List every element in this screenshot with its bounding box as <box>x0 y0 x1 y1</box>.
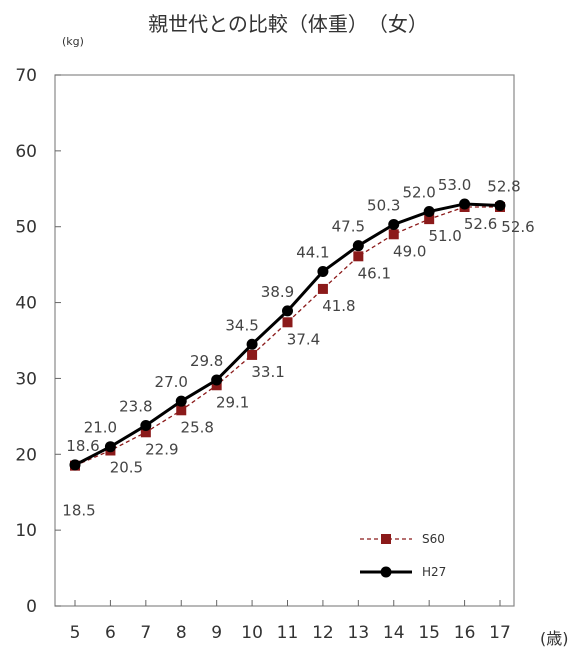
data-label-h27: 50.3 <box>367 196 400 214</box>
legend-label-s60: S60 <box>422 532 445 546</box>
data-point <box>424 214 435 225</box>
data-label-s60: 20.5 <box>110 458 143 476</box>
data-label-s60: 52.6 <box>464 215 497 233</box>
y-tick-label: 60 <box>15 142 37 162</box>
x-axis-ticks: 5 6 7 8 9 10 11 12 13 14 15 16 17 <box>70 600 511 643</box>
y-axis-ticks: 0 10 20 30 40 50 60 70 <box>15 66 61 617</box>
data-label-h27: 52.8 <box>487 177 520 195</box>
plot-area <box>54 74 515 607</box>
data-point <box>388 229 399 240</box>
data-label-s60: 51.0 <box>428 227 461 245</box>
x-tick-label: 6 <box>105 623 116 643</box>
data-point <box>104 441 116 453</box>
data-labels-s60: 18.5 20.522.925.829.133.137.441.846.149.0… <box>62 215 534 520</box>
data-label-s60: 46.1 <box>358 264 391 282</box>
legend-label-h27: H27 <box>422 565 446 579</box>
x-axis-unit: (歳) <box>540 629 569 648</box>
data-point <box>317 265 329 277</box>
data-label-h27: 27.0 <box>155 373 188 391</box>
data-label-h27: 29.8 <box>190 352 223 370</box>
y-tick-label: 10 <box>15 521 37 541</box>
x-tick-label: 11 <box>277 623 299 643</box>
data-label-h27: 21.0 <box>84 419 117 437</box>
data-label-h27: 52.0 <box>402 184 435 202</box>
x-tick-label: 13 <box>348 623 370 643</box>
x-tick-label: 10 <box>241 623 263 643</box>
data-point <box>140 419 152 431</box>
data-label-s60: 41.8 <box>322 297 355 315</box>
data-label-h27: 53.0 <box>438 176 471 194</box>
y-axis-unit: (kg) <box>62 35 84 48</box>
y-tick-label: 70 <box>15 66 37 86</box>
legend: S60 H27 <box>360 532 446 579</box>
y-tick-label: 20 <box>15 445 37 465</box>
data-label-h27: 23.8 <box>119 397 152 415</box>
x-tick-label: 17 <box>489 623 511 643</box>
x-tick-label: 5 <box>70 623 81 643</box>
data-point <box>175 395 187 407</box>
data-point <box>353 251 364 262</box>
data-label-s60: 33.1 <box>251 363 284 381</box>
series-h27 <box>69 198 506 471</box>
data-labels-h27: 18.621.023.827.029.834.538.9 44.147.550.3… <box>66 176 520 455</box>
data-point <box>423 206 435 218</box>
x-tick-label: 14 <box>383 623 405 643</box>
chart-title: 親世代との比較（体重） （女） <box>148 12 428 36</box>
data-label-s60: 22.9 <box>145 440 178 458</box>
data-label-s60: 52.6 <box>501 218 534 236</box>
data-point <box>69 459 81 471</box>
data-point <box>140 427 151 438</box>
data-label-s60: 49.0 <box>393 242 426 260</box>
data-label-h27: 34.5 <box>225 316 258 334</box>
data-point <box>494 199 506 211</box>
data-label-s60: 29.1 <box>216 393 249 411</box>
x-tick-label: 12 <box>312 623 334 643</box>
legend-marker-h27 <box>380 566 392 578</box>
data-point <box>282 305 293 317</box>
y-tick-label: 50 <box>15 218 37 238</box>
data-point <box>388 218 400 230</box>
data-point <box>176 405 187 416</box>
data-label-h27: 47.5 <box>332 218 365 236</box>
x-tick-label: 16 <box>454 623 476 643</box>
data-label-h27: 18.6 <box>66 437 99 455</box>
legend-marker-s60 <box>381 534 391 544</box>
data-point <box>247 349 258 360</box>
x-tick-label: 9 <box>211 623 222 643</box>
data-point <box>317 283 328 294</box>
data-point <box>211 374 223 386</box>
y-tick-label: 30 <box>15 369 37 389</box>
data-point <box>282 317 293 328</box>
data-point <box>459 198 471 210</box>
data-point <box>352 240 364 252</box>
data-label-h27: 44.1 <box>296 243 329 261</box>
data-label-s60: 18.5 <box>62 502 95 520</box>
data-point <box>246 338 258 350</box>
data-label-s60: 37.4 <box>287 330 320 348</box>
data-label-s60: 25.8 <box>181 418 214 436</box>
data-label-h27: 38.9 <box>261 283 294 301</box>
x-tick-label: 7 <box>140 623 151 643</box>
y-tick-label: 0 <box>26 597 37 617</box>
x-tick-label: 15 <box>418 623 440 643</box>
y-tick-label: 40 <box>15 294 37 314</box>
x-tick-label: 8 <box>176 623 187 643</box>
